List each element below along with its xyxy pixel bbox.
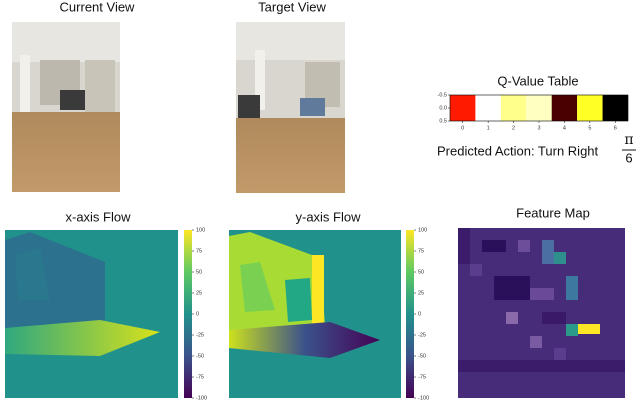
colorbar-label: 50	[418, 269, 424, 275]
q-cell	[500, 95, 527, 121]
x-tick-label: 0	[461, 125, 464, 131]
colorbar-label: 75	[418, 248, 424, 254]
colorbar-label: -25	[196, 332, 204, 338]
colorbar-label: -75	[418, 374, 426, 380]
q-cell	[577, 95, 603, 121]
feature-map-image	[458, 228, 625, 398]
colorbar-label: 50	[196, 269, 202, 275]
x-tick-label: 6	[614, 125, 617, 131]
colorbar-label: -50	[196, 353, 204, 359]
q-cell	[450, 95, 476, 121]
colorbar-label: 100	[196, 227, 205, 233]
q-cell	[526, 95, 552, 121]
colorbar-label: 25	[196, 290, 202, 296]
colorbar-label: -100	[418, 395, 429, 401]
x-tick-label: 2	[512, 125, 515, 131]
colorbar	[406, 230, 414, 398]
q-cell	[475, 95, 501, 121]
q-cell	[602, 95, 628, 121]
y-tick-label: 0.0	[439, 105, 447, 111]
current-view-image	[12, 22, 120, 192]
colorbar-label: 100	[418, 227, 427, 233]
fraction-numerator: π	[624, 132, 633, 148]
colorbar-label: -100	[196, 395, 207, 401]
title: y-axis Flow	[295, 209, 361, 224]
x-tick-label: 1	[487, 125, 490, 131]
colorbar-label: 0	[418, 311, 421, 317]
colorbar-label: -25	[418, 332, 426, 338]
q-cell	[551, 95, 578, 121]
title: Q-Value Table	[497, 73, 578, 88]
x-flow-image	[5, 230, 178, 398]
colorbar-label: 25	[418, 290, 424, 296]
y-flow-image	[229, 230, 401, 398]
x-tick-label: 4	[563, 125, 566, 131]
y-tick-label: -0.5	[438, 92, 447, 98]
title: Feature Map	[516, 205, 590, 220]
y-tick-label: 0.5	[439, 118, 447, 124]
colorbar-label: -75	[196, 374, 204, 380]
x-tick-label: 3	[537, 125, 540, 131]
target-view-image	[236, 22, 345, 193]
colorbar	[184, 230, 192, 398]
fraction-denominator: 6	[625, 150, 632, 165]
title: Target View	[258, 0, 326, 14]
x-tick-label: 5	[588, 125, 591, 131]
title: x-axis Flow	[65, 209, 131, 224]
colorbar-label: 0	[196, 311, 199, 317]
colorbar-label: -50	[418, 353, 426, 359]
title: Current View	[60, 0, 136, 14]
colorbar-label: 75	[196, 248, 202, 254]
predicted-action: Predicted Action: Turn Right	[437, 143, 599, 158]
